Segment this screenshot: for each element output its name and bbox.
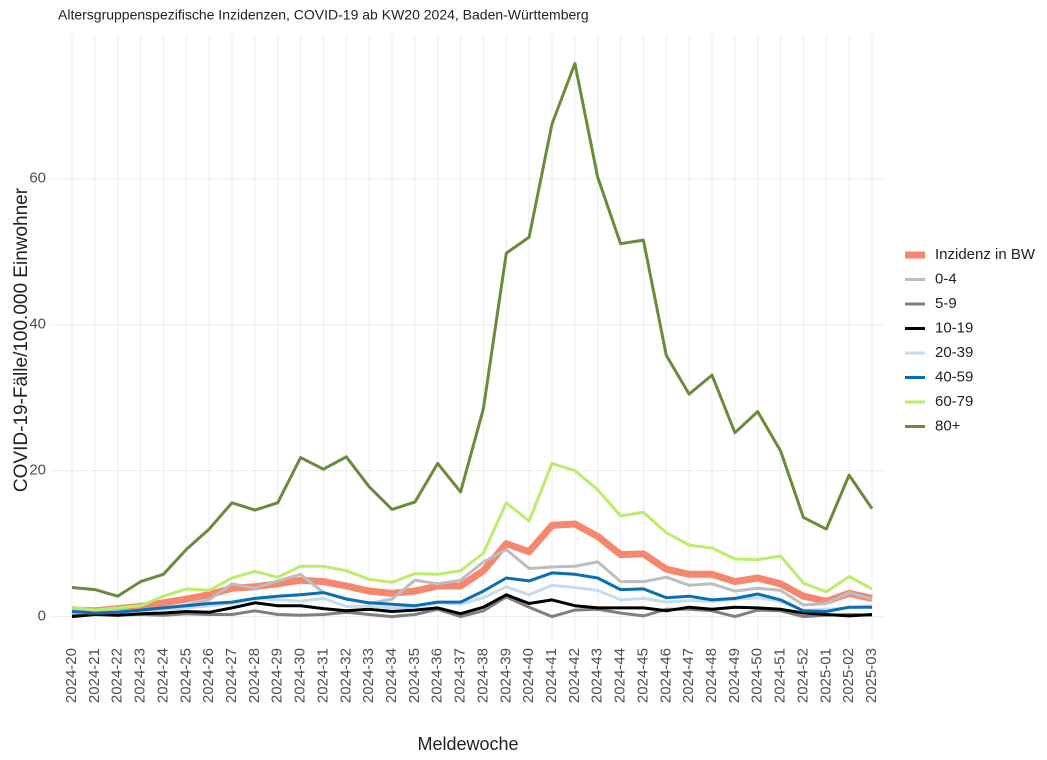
x-tick-label: 2024-32 xyxy=(337,648,354,703)
x-tick-label: 2024-25 xyxy=(177,648,194,703)
x-tick-label: 2024-46 xyxy=(657,648,674,703)
legend-label: 40-59 xyxy=(935,368,973,385)
series-line xyxy=(71,62,874,598)
x-tick-label: 2024-47 xyxy=(680,648,697,703)
series-line xyxy=(71,593,873,619)
x-tick-label: 2024-26 xyxy=(200,648,217,703)
y-tick-label: 40 xyxy=(29,316,46,333)
x-tick-label: 2024-35 xyxy=(406,648,423,703)
y-tick-label: 0 xyxy=(38,608,46,625)
legend-label: 20-39 xyxy=(935,344,973,361)
grid xyxy=(50,35,885,640)
x-tick-label: 2024-30 xyxy=(292,648,309,703)
y-tick-label: 20 xyxy=(29,462,46,479)
x-tick-label: 2024-27 xyxy=(223,648,240,703)
x-tick-label: 2025-03 xyxy=(863,648,880,703)
series-line xyxy=(71,461,873,612)
y-tick-label: 60 xyxy=(29,170,46,187)
legend-label: 0-4 xyxy=(935,270,957,287)
x-tick-label: 2024-51 xyxy=(772,648,789,703)
x-tick-label: 2024-50 xyxy=(749,648,766,703)
x-tick-label: 2024-36 xyxy=(429,648,446,703)
x-tick-label: 2025-01 xyxy=(817,648,834,703)
x-tick-label: 2024-31 xyxy=(314,648,331,703)
x-tick-label: 2024-21 xyxy=(86,648,103,703)
x-tick-label: 2024-45 xyxy=(634,648,651,703)
legend-label: 60-79 xyxy=(935,393,973,410)
x-tick-label: 2024-49 xyxy=(726,648,743,703)
y-axis-label: COVID-19-Fälle/100.000 Einwohner xyxy=(11,187,32,492)
x-axis-label: Meldewoche xyxy=(417,734,518,754)
legend-label: Inzidenz in BW xyxy=(935,246,1036,263)
legend: Inzidenz in BW 0-4 5-9 10-19 20-39 40-59 60-79… xyxy=(905,246,1036,434)
x-tick-label: 2024-34 xyxy=(383,648,400,703)
x-tick-label: 2024-39 xyxy=(497,648,514,703)
lines xyxy=(71,62,874,619)
x-tick-label: 2024-40 xyxy=(520,648,537,703)
x-tick-label: 2024-42 xyxy=(566,648,583,703)
x-tick-label: 2025-02 xyxy=(840,648,857,703)
x-tick-label: 2024-52 xyxy=(794,648,811,703)
legend-label: 5-9 xyxy=(935,295,957,312)
x-tick-label: 2024-38 xyxy=(474,648,491,703)
series-line xyxy=(71,595,873,619)
chart-title: Altersgruppenspezifische Inzidenzen, COV… xyxy=(58,7,589,23)
legend-label: 10-19 xyxy=(935,319,973,336)
x-tick-label: 2024-41 xyxy=(543,648,560,703)
x-tick-label: 2024-20 xyxy=(63,648,80,703)
x-tick-label: 2024-37 xyxy=(452,648,469,703)
x-tick-label: 2024-44 xyxy=(612,648,629,703)
x-tick-label: 2024-28 xyxy=(246,648,263,703)
x-tick-label: 2024-22 xyxy=(109,648,126,703)
x-tick-label: 2024-33 xyxy=(360,648,377,703)
x-tick-label: 2024-24 xyxy=(154,648,171,703)
series-line xyxy=(71,520,873,615)
x-tick-label: 2024-29 xyxy=(269,648,286,703)
x-tick-label: 2024-23 xyxy=(132,648,149,703)
legend-label: 80+ xyxy=(935,417,961,434)
series-line xyxy=(71,548,873,614)
x-tick-label: 2024-48 xyxy=(703,648,720,703)
series-line xyxy=(71,571,872,615)
x-tick-label: 2024-43 xyxy=(589,648,606,703)
